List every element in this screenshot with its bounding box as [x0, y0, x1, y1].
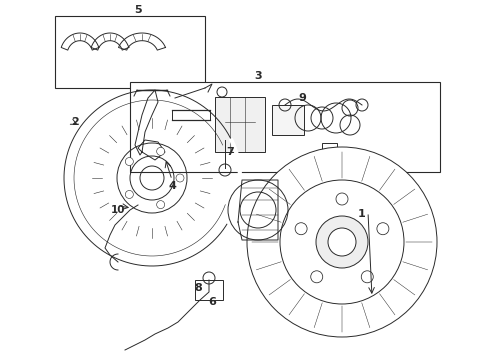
Circle shape	[125, 190, 133, 198]
Bar	[272, 105, 304, 135]
Circle shape	[247, 147, 437, 337]
Circle shape	[316, 216, 368, 268]
Circle shape	[377, 223, 389, 235]
Text: 3: 3	[254, 71, 262, 81]
Circle shape	[311, 271, 323, 283]
Circle shape	[157, 201, 165, 209]
Circle shape	[336, 193, 348, 205]
Bar	[55, 16, 205, 88]
Text: 4: 4	[168, 181, 176, 191]
Circle shape	[295, 223, 307, 235]
Circle shape	[157, 147, 165, 156]
Text: 1: 1	[358, 209, 366, 219]
Circle shape	[176, 174, 184, 182]
Bar	[215, 97, 265, 152]
Text: 5: 5	[134, 5, 142, 15]
Text: 6: 6	[208, 297, 216, 307]
Text: 2: 2	[71, 117, 79, 127]
Circle shape	[361, 271, 373, 283]
Text: 9: 9	[298, 93, 306, 103]
Text: 8: 8	[194, 283, 202, 293]
Bar	[195, 280, 223, 300]
Text: 7: 7	[226, 147, 234, 157]
Circle shape	[328, 228, 356, 256]
Bar	[130, 82, 440, 172]
Circle shape	[125, 158, 133, 166]
Bar	[322, 143, 337, 158]
Text: 10: 10	[111, 205, 125, 215]
